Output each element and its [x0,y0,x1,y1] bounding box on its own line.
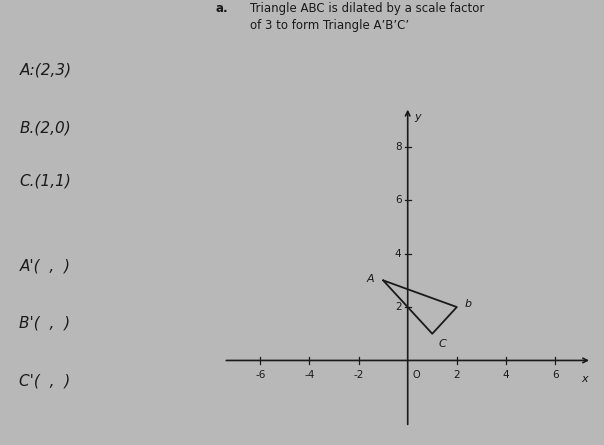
Text: A'(  ,  ): A'( , ) [19,258,70,273]
Text: 8: 8 [395,142,402,152]
Text: b: b [464,299,471,309]
Text: C.(1,1): C.(1,1) [19,174,71,189]
Text: A:(2,3): A:(2,3) [19,62,71,77]
Text: 6: 6 [395,195,402,205]
Text: -2: -2 [353,370,364,380]
Text: a.: a. [215,2,228,15]
Text: C'(  ,  ): C'( , ) [19,374,71,389]
Text: 6: 6 [552,370,558,380]
Text: -6: -6 [255,370,266,380]
Text: B.(2,0): B.(2,0) [19,120,71,135]
Text: 4: 4 [395,249,402,259]
Text: B'(  ,  ): B'( , ) [19,316,71,331]
Text: C: C [439,339,446,349]
Text: x: x [581,374,588,384]
Text: y: y [414,112,420,122]
Text: 2: 2 [395,302,402,312]
Text: O: O [413,370,420,380]
Text: Triangle ABC is dilated by a scale factor
of 3 to form Triangle A’B’C’: Triangle ABC is dilated by a scale facto… [250,2,484,32]
Text: 4: 4 [503,370,509,380]
Text: -4: -4 [304,370,315,380]
Text: 2: 2 [454,370,460,380]
Text: A: A [367,274,374,284]
